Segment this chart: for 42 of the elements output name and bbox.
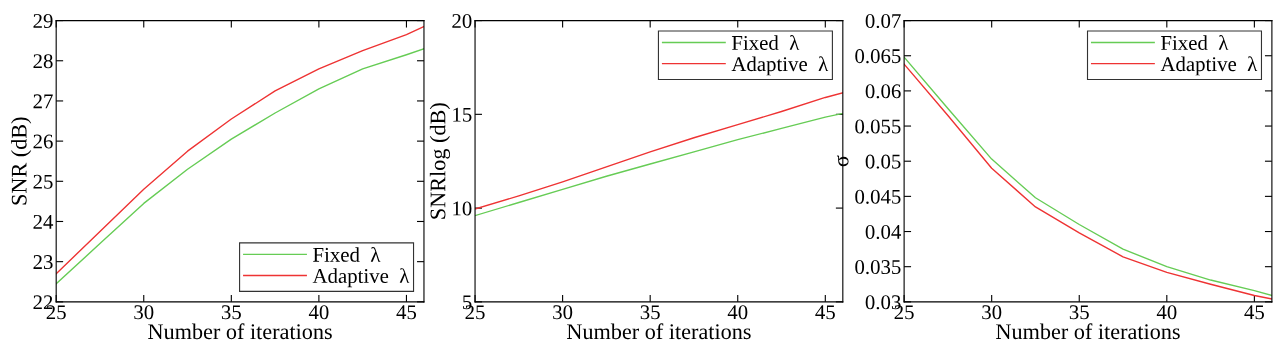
- x-axis-title: Number of iterations: [567, 323, 751, 340]
- x-tick-label: 30: [982, 305, 1002, 320]
- legend-label: Adaptive λ: [312, 268, 410, 288]
- legend-label: Adaptive λ: [1160, 56, 1258, 76]
- y-axis-title: σ: [836, 155, 849, 167]
- x-axis-title: Number of iterations: [148, 323, 332, 340]
- y-tick-label: 0.06: [865, 84, 901, 99]
- x-tick-label: 35: [640, 305, 660, 320]
- y-tick-label: 27: [33, 94, 53, 109]
- y-tick-label: 0.055: [855, 119, 901, 134]
- y-tick-label: 29: [33, 14, 53, 29]
- x-tick-label: 30: [134, 305, 154, 320]
- y-tick-label: 0.05: [865, 154, 901, 169]
- y-tick-label: 26: [33, 134, 53, 149]
- legend-label: Fixed λ: [731, 35, 800, 50]
- legend-label: Adaptive λ: [731, 56, 829, 76]
- y-tick-label: 10: [453, 201, 472, 216]
- y-axis-title: SNRlog (dB): [429, 103, 451, 219]
- x-tick-label: 40: [308, 305, 329, 320]
- y-tick-label: 24: [33, 214, 54, 229]
- legend-label: Fixed λ: [313, 246, 381, 262]
- x-tick-label: 40: [1156, 305, 1177, 320]
- y-tick-label: 0.045: [855, 189, 901, 204]
- y-tick-label: 23: [33, 255, 53, 270]
- y-tick-label: 0.04: [865, 224, 902, 240]
- y-tick-label: 25: [33, 174, 53, 189]
- x-tick-label: 45: [396, 305, 417, 320]
- x-tick-label: 35: [1069, 305, 1089, 320]
- x-tick-label: 40: [727, 305, 748, 320]
- x-tick-label: 45: [1244, 305, 1264, 320]
- x-tick-label: 30: [553, 305, 573, 320]
- y-tick-label: 0.065: [855, 49, 901, 64]
- y-tick-label: 0.07: [865, 13, 901, 29]
- y-tick-label: 20: [452, 13, 472, 29]
- x-axis-title: Number of iterations: [996, 323, 1180, 340]
- x-tick-label: 35: [221, 305, 241, 320]
- y-tick-label: 15: [453, 107, 472, 122]
- legend-label: Fixed λ: [1161, 35, 1229, 50]
- y-axis-title: SNR (dB): [11, 117, 32, 205]
- y-tick-label: 0.035: [855, 260, 901, 275]
- x-tick-label: 45: [815, 305, 835, 320]
- y-tick-label: 28: [33, 54, 53, 69]
